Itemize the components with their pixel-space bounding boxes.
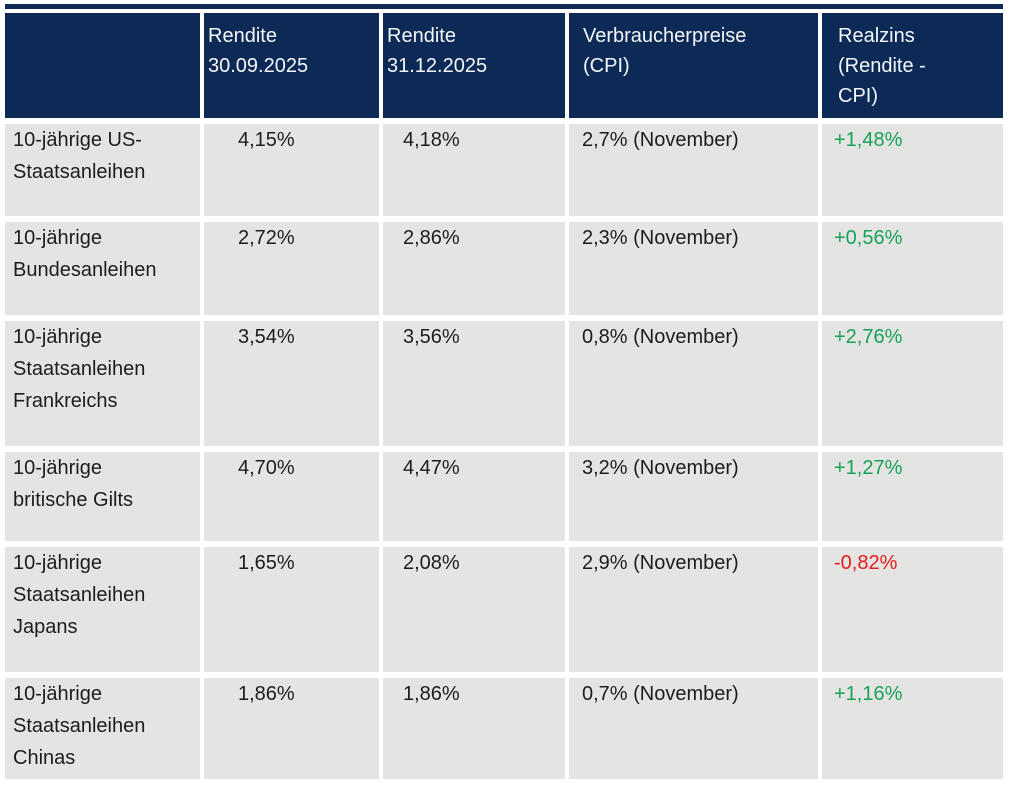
realzins-value: +1,48% bbox=[822, 124, 1003, 216]
rendite-sep-value: 1,65% bbox=[204, 547, 379, 672]
header-cell-rendite-30-09: Rendite 30.09.2025 bbox=[204, 13, 379, 118]
rendite-sep-value: 4,70% bbox=[204, 452, 379, 541]
cpi-value: 2,3% (November) bbox=[569, 222, 818, 315]
rendite-dec-value: 3,56% bbox=[383, 321, 565, 446]
cpi-value: 0,8% (November) bbox=[569, 321, 818, 446]
bond-label: 10-jährige Staatsanleihen Japans bbox=[5, 547, 200, 672]
top-accent-bar bbox=[5, 4, 1003, 9]
cpi-value: 0,7% (November) bbox=[569, 678, 818, 779]
bond-label: 10-jährige britische Gilts bbox=[5, 452, 200, 541]
header-cell-realzins: Realzins (Rendite - CPI) bbox=[822, 13, 1003, 118]
bond-label: 10-jährige Bundesanleihen bbox=[5, 222, 200, 315]
realzins-value: -0,82% bbox=[822, 547, 1003, 672]
rendite-dec-value: 2,86% bbox=[383, 222, 565, 315]
header-cell-empty bbox=[5, 13, 200, 118]
bond-label: 10-jährige US- Staatsanleihen bbox=[5, 124, 200, 216]
bond-label: 10-jährige Staatsanleihen Chinas bbox=[5, 678, 200, 779]
rendite-dec-value: 2,08% bbox=[383, 547, 565, 672]
realzins-value: +0,56% bbox=[822, 222, 1003, 315]
cpi-value: 2,9% (November) bbox=[569, 547, 818, 672]
realzins-value: +1,27% bbox=[822, 452, 1003, 541]
rendite-dec-value: 4,47% bbox=[383, 452, 565, 541]
cpi-value: 3,2% (November) bbox=[569, 452, 818, 541]
rendite-sep-value: 2,72% bbox=[204, 222, 379, 315]
rendite-dec-value: 1,86% bbox=[383, 678, 565, 779]
realzins-value: +1,16% bbox=[822, 678, 1003, 779]
realzins-value: +2,76% bbox=[822, 321, 1003, 446]
rendite-sep-value: 3,54% bbox=[204, 321, 379, 446]
header-cell-rendite-31-12: Rendite 31.12.2025 bbox=[383, 13, 565, 118]
header-cell-cpi: Verbraucherpreise (CPI) bbox=[569, 13, 818, 118]
rendite-sep-value: 1,86% bbox=[204, 678, 379, 779]
rendite-dec-value: 4,18% bbox=[383, 124, 565, 216]
bond-yields-table: Rendite 30.09.2025 Rendite 31.12.2025 Ve… bbox=[5, 13, 1003, 779]
cpi-value: 2,7% (November) bbox=[569, 124, 818, 216]
bond-label: 10-jährige Staatsanleihen Frankreichs bbox=[5, 321, 200, 446]
rendite-sep-value: 4,15% bbox=[204, 124, 379, 216]
